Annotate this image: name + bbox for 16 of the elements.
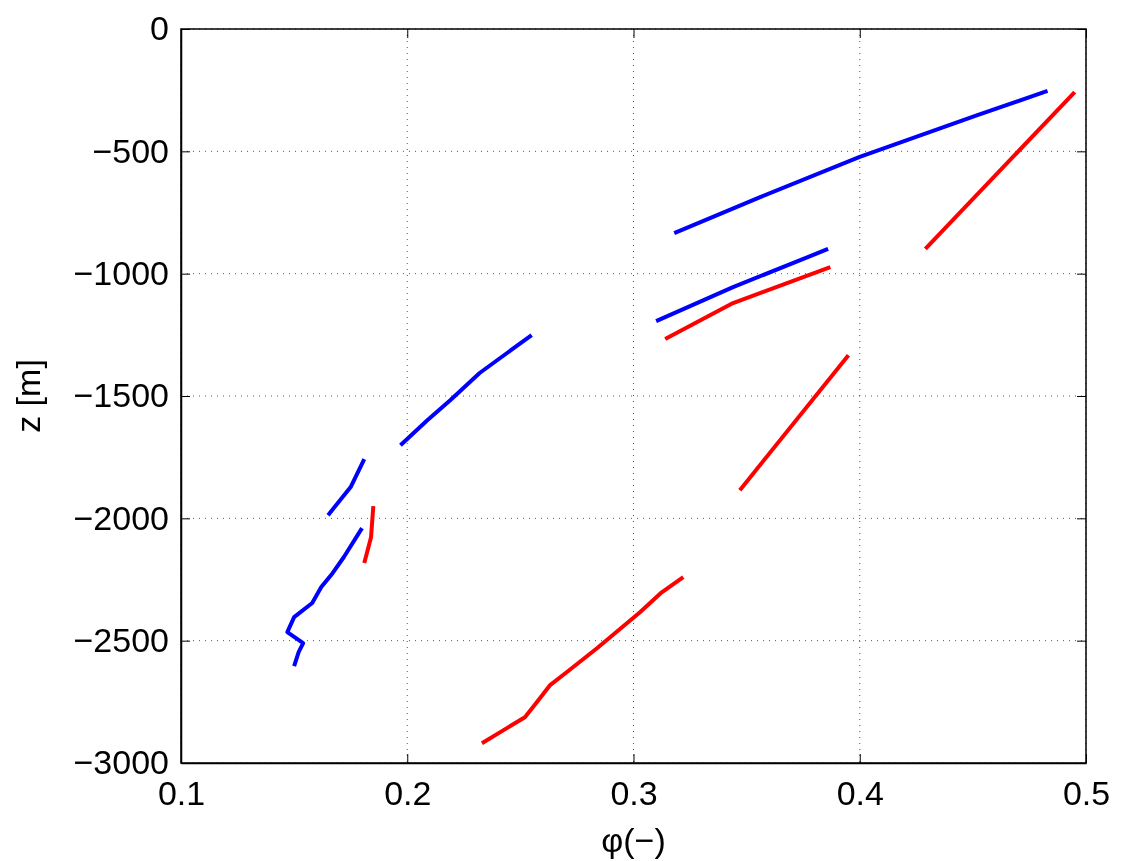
x-axis-title: φ(−): [601, 821, 666, 859]
y-tick-label: −500: [92, 131, 169, 170]
x-tick-label: 0.3: [610, 773, 658, 812]
y-tick-label: 0: [150, 9, 169, 48]
y-axis-title: z [m]: [9, 359, 47, 433]
x-tick-label: 0.4: [836, 773, 884, 812]
x-tick-label: 0.5: [1062, 773, 1111, 812]
line-series: [398, 333, 534, 448]
y-tick-label: −2500: [73, 621, 169, 660]
line-series: [285, 526, 364, 669]
line-series: [672, 88, 1050, 236]
y-tick-label: −2000: [73, 498, 169, 537]
x-tick-label: 0.2: [384, 773, 432, 812]
y-tick-label: −1000: [73, 254, 169, 293]
line-series: [479, 575, 686, 746]
y-tick-label: −1500: [73, 376, 169, 415]
